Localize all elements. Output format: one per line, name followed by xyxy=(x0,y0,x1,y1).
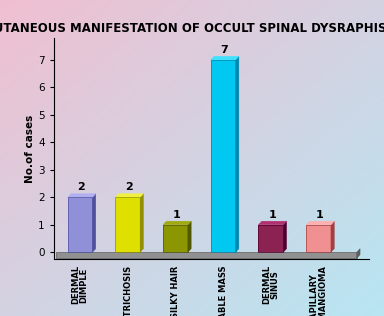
Polygon shape xyxy=(331,221,334,252)
Polygon shape xyxy=(140,194,144,252)
Polygon shape xyxy=(306,221,334,225)
Polygon shape xyxy=(283,221,286,252)
Polygon shape xyxy=(258,221,286,225)
Polygon shape xyxy=(211,56,239,60)
Text: 1: 1 xyxy=(316,210,324,220)
Text: 2: 2 xyxy=(125,182,133,192)
Y-axis label: No.of cases: No.of cases xyxy=(25,114,35,183)
Bar xyxy=(211,60,235,252)
Text: 7: 7 xyxy=(221,45,228,55)
Text: 2: 2 xyxy=(78,182,85,192)
Polygon shape xyxy=(163,221,191,225)
Text: 1: 1 xyxy=(173,210,181,220)
Polygon shape xyxy=(93,194,96,252)
Bar xyxy=(68,197,93,252)
Text: CUTANEOUS MANIFESTATION OF OCCULT SPINAL DYSRAPHISM: CUTANEOUS MANIFESTATION OF OCCULT SPINAL… xyxy=(0,22,384,35)
Polygon shape xyxy=(115,194,144,197)
Text: 1: 1 xyxy=(268,210,276,220)
Bar xyxy=(115,197,140,252)
Bar xyxy=(56,252,357,258)
Bar xyxy=(163,225,188,252)
Polygon shape xyxy=(68,194,96,197)
Polygon shape xyxy=(188,221,191,252)
Bar xyxy=(258,225,283,252)
Bar xyxy=(306,225,331,252)
Polygon shape xyxy=(235,56,239,252)
Polygon shape xyxy=(357,249,360,258)
